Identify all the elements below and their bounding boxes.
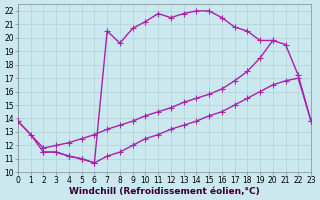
X-axis label: Windchill (Refroidissement éolien,°C): Windchill (Refroidissement éolien,°C) [69,187,260,196]
